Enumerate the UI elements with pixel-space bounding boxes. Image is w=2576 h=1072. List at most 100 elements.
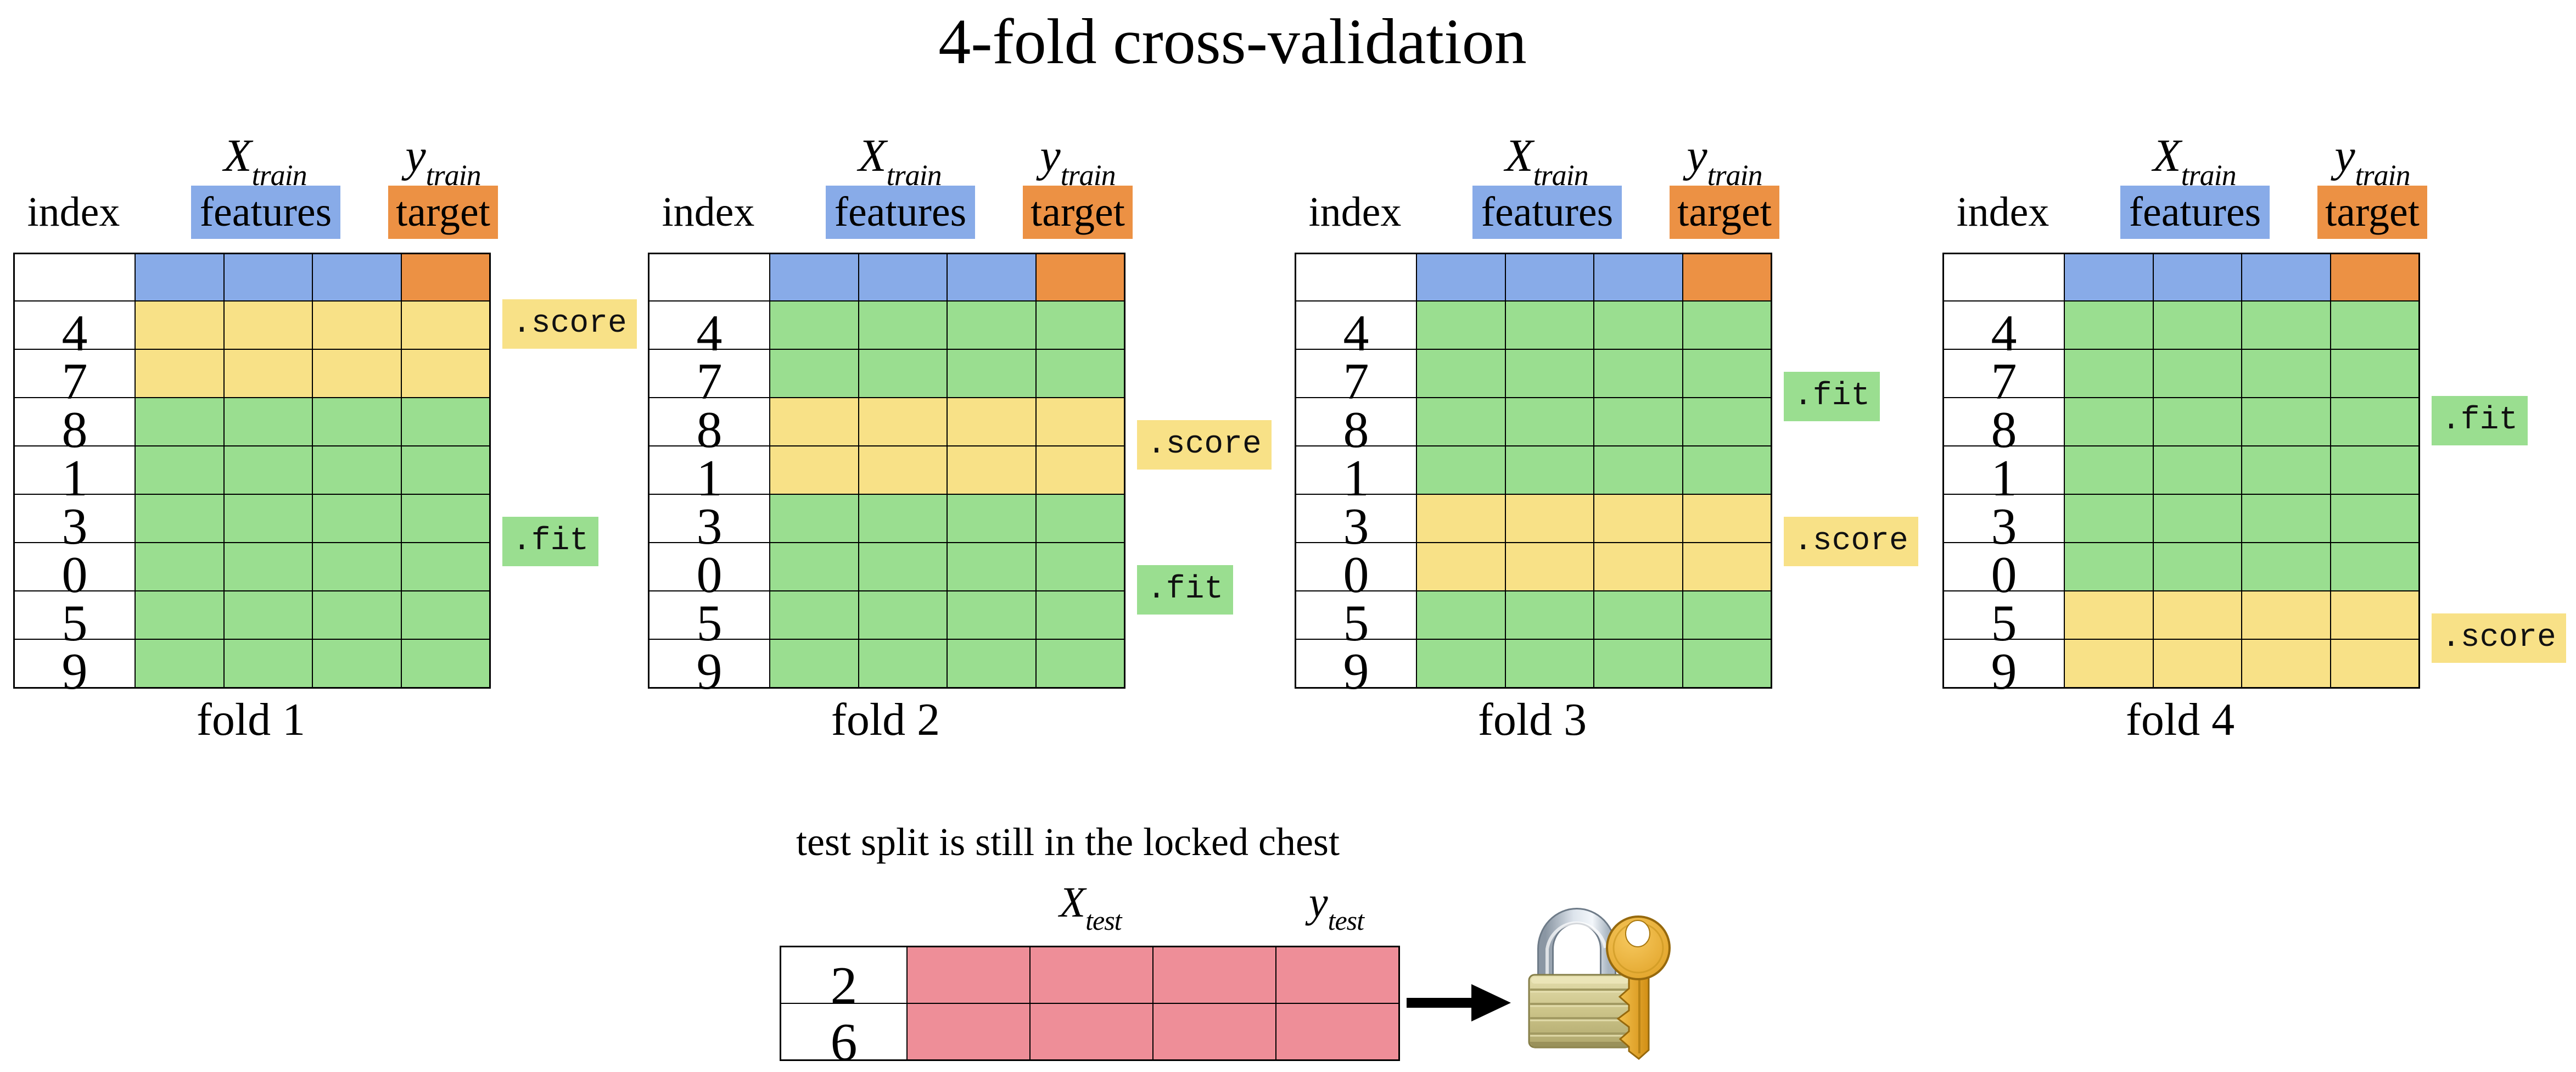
x-train-symbol: X (1505, 130, 1533, 181)
index-cell: 7 (1296, 349, 1416, 407)
fold-caption: fold 1 (196, 694, 306, 745)
score-cell (401, 301, 490, 349)
index-cell: 0 (1296, 543, 1416, 601)
test-table-row: 2 (781, 947, 1399, 1013)
row-index-value: 8 (696, 401, 723, 459)
index-cell: 6 (781, 1003, 907, 1069)
score-cell (858, 398, 947, 446)
score-cell (1682, 543, 1771, 591)
table-row: 9 (649, 639, 1124, 697)
fit-cell (1035, 639, 1124, 688)
index-cell: 2 (781, 947, 907, 1013)
fit-cell (312, 543, 401, 591)
index-column-label: index (662, 189, 755, 235)
score-label: .score (1784, 517, 1918, 566)
score-cell (2242, 639, 2331, 688)
fit-cell (223, 639, 312, 688)
fit-cell (770, 301, 859, 349)
row-index-value: 0 (1991, 546, 2017, 604)
index-cell: 9 (14, 639, 135, 697)
index-cell: 0 (14, 543, 135, 601)
row-index-value: 0 (1343, 546, 1369, 604)
target-chip: target (1023, 186, 1133, 239)
row-index-value: 2 (830, 956, 858, 1015)
row-index-value: 3 (61, 498, 88, 555)
score-cell (1594, 543, 1683, 591)
test-cell (1153, 1003, 1276, 1060)
fit-cell (947, 349, 1036, 398)
row-index-value: 1 (61, 449, 88, 507)
row-index-value: 5 (61, 594, 88, 652)
fit-cell (1416, 398, 1505, 446)
index-cell: 4 (649, 301, 770, 359)
table-row: 1 (1944, 446, 2419, 504)
fit-cell (1505, 398, 1594, 446)
table-row: 4 (14, 301, 490, 359)
score-cell (2330, 591, 2419, 639)
fit-cell (1505, 446, 1594, 494)
fit-cell (1035, 543, 1124, 591)
fit-cell (2330, 301, 2419, 349)
score-cell (770, 446, 859, 494)
fit-cell (1682, 591, 1771, 639)
row-index-value: 1 (1991, 449, 2017, 507)
y-train-symbol: y (1040, 130, 1061, 181)
score-cell (223, 349, 312, 398)
score-cell (2153, 591, 2242, 639)
table-row: 1 (14, 446, 490, 504)
fit-cell (947, 543, 1036, 591)
feature-header-cell (135, 254, 224, 301)
index-column-label: index (1956, 189, 2049, 235)
fit-cell (770, 494, 859, 543)
fit-cell (2242, 494, 2331, 543)
row-index-value: 4 (1343, 304, 1369, 362)
index-cell: 4 (1296, 301, 1416, 359)
index-cell: 5 (1296, 591, 1416, 649)
score-cell (1416, 543, 1505, 591)
row-index-value: 3 (1343, 498, 1369, 555)
fit-cell (2064, 398, 2153, 446)
score-cell (858, 446, 947, 494)
row-index-value: 8 (61, 401, 88, 459)
feature-header-cell (2242, 254, 2331, 301)
fit-cell (1416, 639, 1505, 688)
score-cell (1594, 494, 1683, 543)
fit-cell (947, 494, 1036, 543)
table-row: 9 (1944, 639, 2419, 697)
table-row: 5 (14, 591, 490, 649)
feature-header-cell (312, 254, 401, 301)
table-row: 0 (1944, 543, 2419, 601)
y-train-label: ytrain (1023, 130, 1133, 191)
fit-cell (858, 639, 947, 688)
x-test-label: Xtest (1035, 879, 1145, 936)
table-row: 9 (14, 639, 490, 697)
fit-cell (2242, 349, 2331, 398)
index-cell: 5 (649, 591, 770, 649)
features-chip: features (826, 186, 975, 239)
row-index-value: 3 (696, 498, 723, 555)
fit-cell (223, 494, 312, 543)
figure-title: 4-fold cross-validation (938, 5, 1527, 77)
fit-cell (1416, 591, 1505, 639)
score-cell (770, 398, 859, 446)
table-row: 4 (1296, 301, 1771, 359)
score-label: .score (2432, 613, 2566, 663)
test-cell (1030, 947, 1153, 1003)
fit-cell (2153, 398, 2242, 446)
target-header-cell (1035, 254, 1124, 301)
index-cell: 4 (14, 301, 135, 359)
features-chip: features (1472, 186, 1622, 239)
x-train-symbol: X (858, 130, 887, 181)
score-cell (312, 301, 401, 349)
fit-cell (947, 591, 1036, 639)
x-train-symbol: X (223, 130, 252, 181)
fit-cell (2242, 301, 2331, 349)
fit-cell (401, 543, 490, 591)
right-arrow-icon (1407, 984, 1511, 1021)
y-train-symbol: y (405, 130, 426, 181)
